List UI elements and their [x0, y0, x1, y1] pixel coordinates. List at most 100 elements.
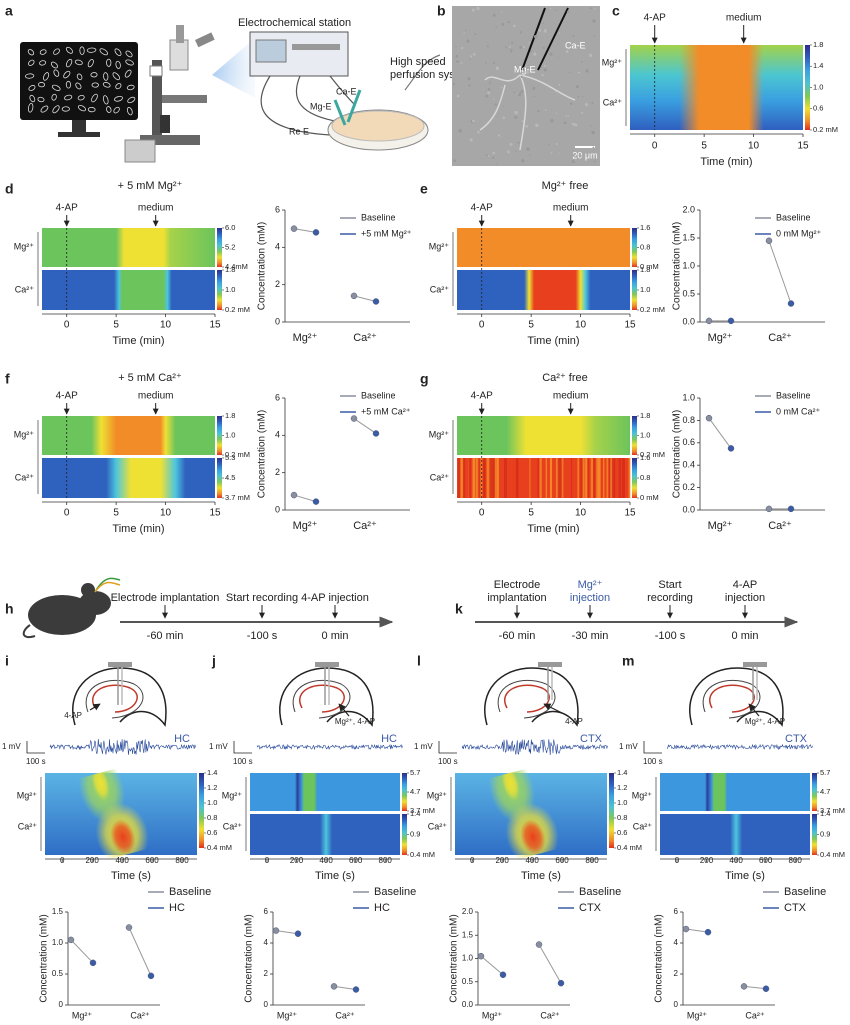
- texture: [485, 94, 488, 98]
- pair-line: [70, 939, 94, 964]
- texture: [466, 39, 470, 43]
- cell: [65, 80, 72, 89]
- cell: [79, 46, 85, 55]
- texture: [521, 159, 525, 163]
- injection-arrow: [543, 703, 569, 717]
- brain-outline: [72, 667, 167, 727]
- texture: [543, 68, 547, 72]
- injection-label: 4-AP: [64, 711, 82, 720]
- colorbar-label: 0 mM: [640, 493, 659, 502]
- x-axis-label: Time (min): [112, 335, 164, 347]
- row-label: Ca²⁺: [603, 97, 623, 107]
- x-tick-label: 200: [495, 856, 509, 865]
- dot: [727, 445, 735, 452]
- brain-outline: [484, 667, 579, 727]
- x-tick-label: 10: [575, 320, 587, 331]
- texture: [471, 119, 475, 123]
- texture: [463, 32, 465, 34]
- dot: [290, 491, 298, 499]
- x-tick-label: Mg²⁺: [687, 1010, 707, 1020]
- x-tick-label: 5: [113, 320, 119, 331]
- dot: [312, 498, 320, 505]
- x-tick-label: 400: [319, 856, 333, 865]
- texture: [513, 91, 515, 94]
- dot: [350, 415, 358, 422]
- cell: [126, 106, 133, 116]
- colorbar: [812, 773, 817, 811]
- x-tick-label: Mg²⁺: [708, 332, 733, 344]
- event-label: injection: [725, 592, 765, 604]
- legend-label: Baseline: [579, 886, 621, 898]
- texture: [593, 34, 596, 37]
- x-tick-label: 0: [64, 320, 70, 331]
- x-tick-label: 5: [528, 508, 534, 519]
- heatmap-stripe: [580, 458, 583, 498]
- colorbar-label: 0.6: [207, 828, 217, 837]
- annotation: medium: [553, 391, 589, 402]
- heatmap-stripe: [611, 458, 615, 498]
- panel-b: b Mg-E Ca-E 20 μm: [437, 3, 600, 166]
- colorbar-label: 4.5: [225, 473, 235, 482]
- amplitude-label: 1 mV: [414, 742, 433, 751]
- colorbar-label: 1.4: [410, 809, 420, 818]
- mg-e-label: Mg-E: [310, 101, 332, 111]
- heatmap-fill: [660, 773, 810, 811]
- amplitude-label: 1 mV: [619, 742, 638, 751]
- heatmap-fill: [250, 773, 400, 811]
- x-tick-label: Ca²⁺: [353, 520, 377, 532]
- ca-electrode: [537, 7, 569, 71]
- colorbar-label: 0.2 mM: [225, 450, 250, 459]
- x-tick-label: Ca²⁺: [768, 520, 792, 532]
- colorbar-label: 1.4: [820, 809, 830, 818]
- electrode-holder: [743, 662, 767, 667]
- x-tick-label: 400: [115, 856, 129, 865]
- row-gap: [42, 267, 215, 270]
- row-label: Ca²⁺: [15, 472, 35, 482]
- y-tick-label: 2: [264, 969, 269, 978]
- texture: [485, 154, 488, 157]
- heatmap-blob: [110, 819, 136, 855]
- texture: [550, 152, 553, 154]
- panel-label: i: [5, 653, 9, 669]
- colorbar-label: 0 mM: [640, 262, 659, 271]
- texture: [580, 154, 583, 157]
- colorbar-label: 6.0: [225, 223, 235, 232]
- colorbar-label: 1.6: [640, 223, 650, 232]
- eeg-trace: [461, 739, 608, 756]
- heatmap-stripe: [623, 458, 625, 498]
- y-tick-label: 0.0: [682, 504, 695, 514]
- dot: [67, 936, 75, 944]
- heatmap-stripe: [584, 458, 588, 498]
- x-tick-label: 10: [160, 320, 172, 331]
- cell: [86, 47, 97, 53]
- texture: [471, 8, 475, 12]
- heatmap-stripe: [460, 458, 464, 498]
- cell: [61, 106, 70, 112]
- dot: [727, 317, 735, 325]
- legend-label: Baseline: [776, 212, 811, 222]
- texture: [492, 13, 496, 17]
- legend-label: HC: [169, 902, 185, 914]
- annotation: 4-AP: [56, 203, 79, 214]
- texture: [501, 22, 505, 26]
- texture: [500, 86, 502, 89]
- dot: [705, 414, 713, 422]
- y-tick-label: 6: [264, 907, 269, 916]
- colorbar-label: 1.0: [207, 798, 217, 807]
- event-label: Mg²⁺: [578, 579, 603, 591]
- neuron: [479, 74, 576, 151]
- texture: [549, 7, 552, 10]
- cell: [65, 58, 73, 68]
- row-label: Mg²⁺: [632, 790, 652, 800]
- annotation: 4-AP: [644, 13, 667, 24]
- dot: [272, 927, 280, 934]
- x-tick-label: Ca²⁺: [745, 1010, 765, 1020]
- panel-label: c: [612, 3, 620, 19]
- mg-electrode: [521, 7, 546, 71]
- x-tick-label: 0: [60, 856, 65, 865]
- heatmap-blob: [501, 765, 520, 801]
- texture: [533, 34, 538, 39]
- colorbar-label: 5.7: [820, 768, 830, 777]
- texture: [521, 120, 524, 123]
- heatmap-stripe: [618, 458, 622, 498]
